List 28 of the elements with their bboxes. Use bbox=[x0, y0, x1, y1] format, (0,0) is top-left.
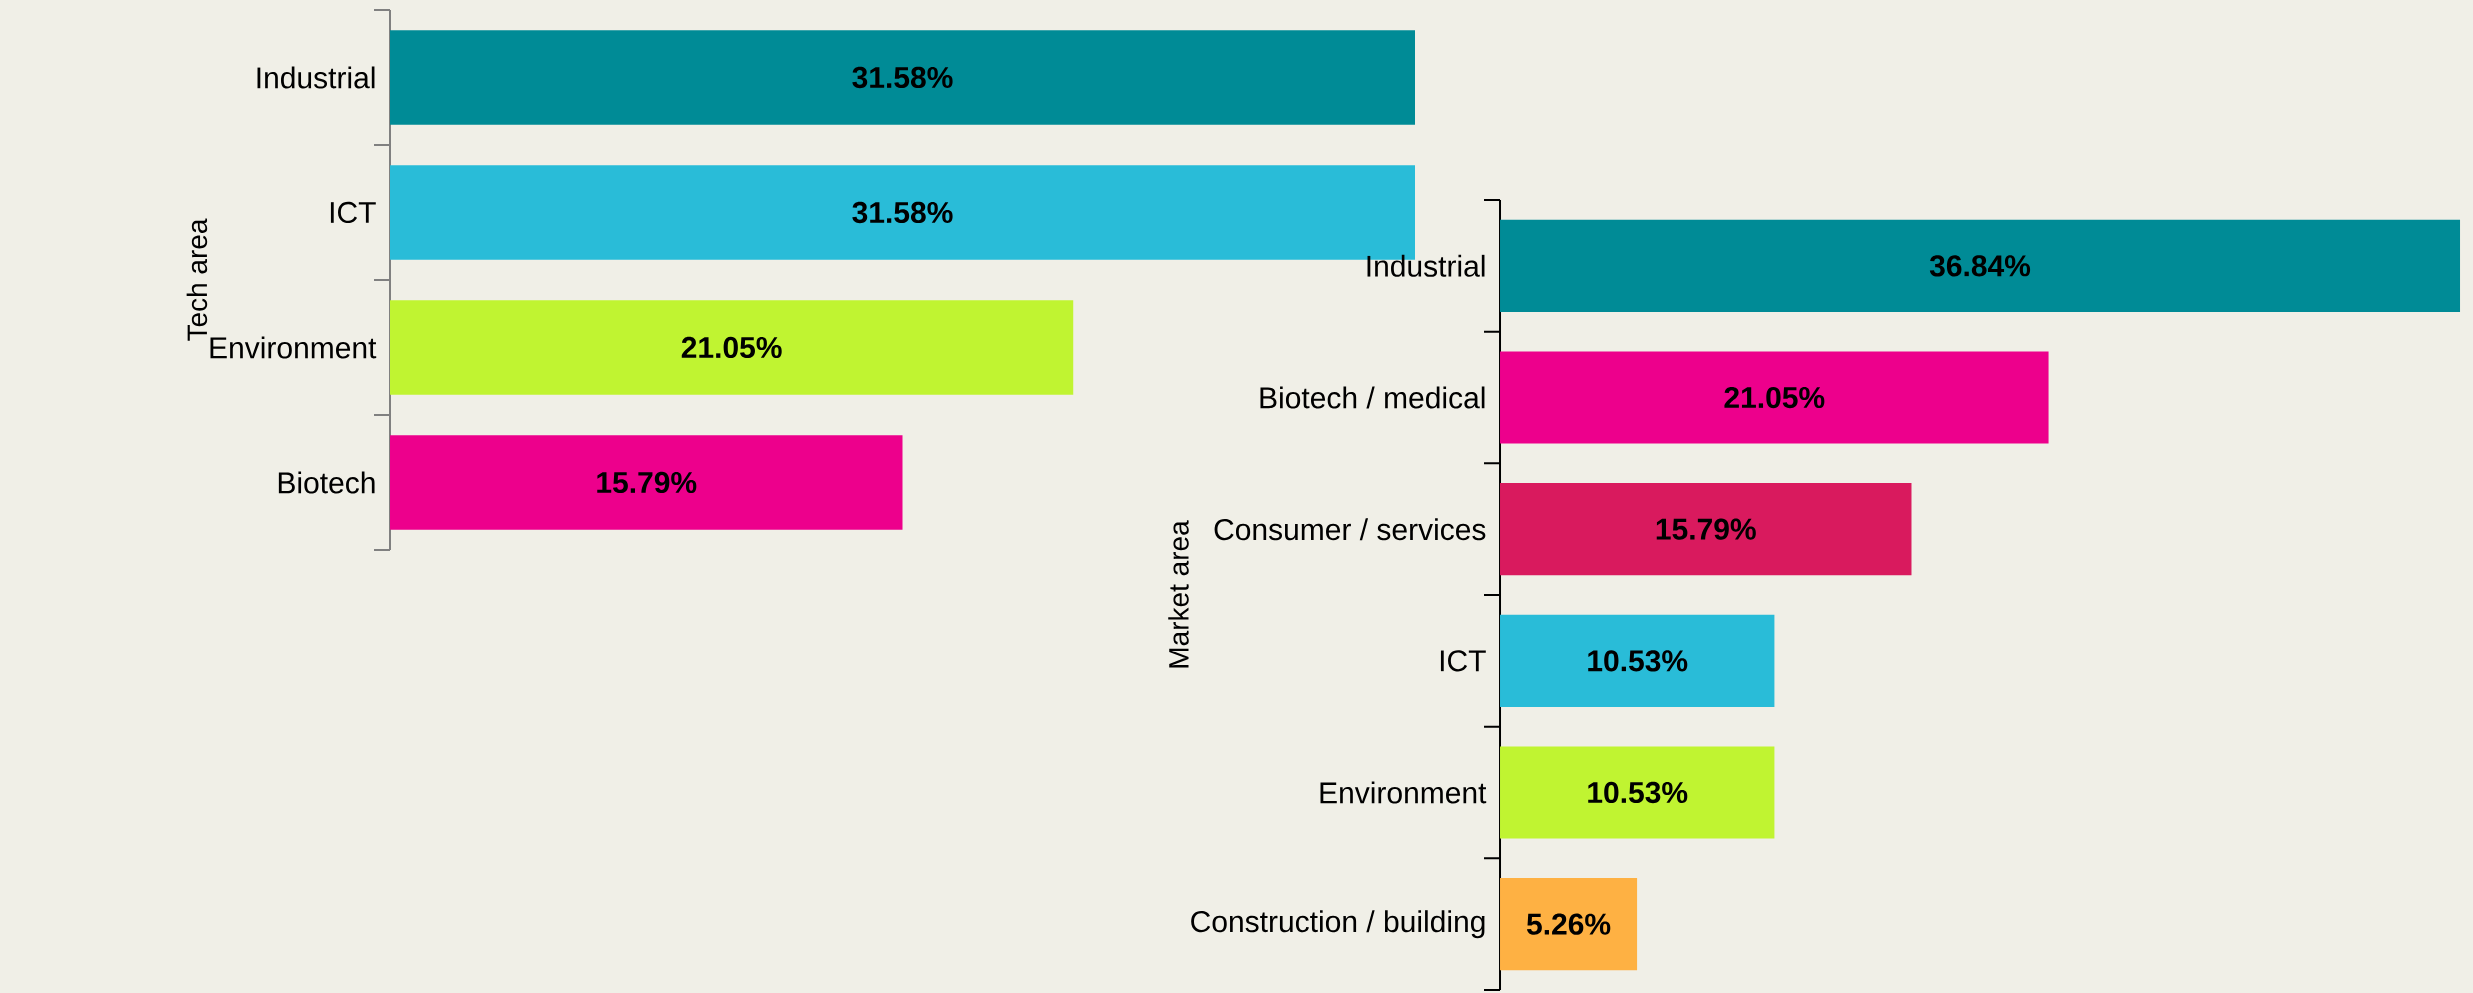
y-axis-title: Market area bbox=[1168, 520, 1189, 668]
y-tick-label: Construction / building bbox=[1191, 910, 1485, 939]
y-tick-label: Environment bbox=[1320, 781, 1487, 804]
y-tick-label: ICT bbox=[1440, 650, 1486, 672]
data-label: 15.79% bbox=[597, 471, 697, 494]
data-label: 21.05% bbox=[681, 336, 782, 359]
y-axis-title: Tech area bbox=[186, 218, 208, 341]
y-tick-label: Biotech / medical bbox=[1260, 386, 1485, 409]
data-label: 5.26% bbox=[1526, 913, 1611, 935]
data-label: 10.53% bbox=[1588, 781, 1688, 804]
data-label: 10.53% bbox=[1588, 650, 1688, 672]
bar bbox=[1500, 351, 2049, 444]
y-tick-label: ICT bbox=[330, 201, 376, 224]
data-label: 31.58% bbox=[852, 201, 953, 224]
data-label: 15.79% bbox=[1656, 518, 1756, 540]
bar bbox=[1500, 746, 1775, 839]
bar bbox=[1500, 614, 1775, 707]
y-tick-label: Consumer / services bbox=[1214, 518, 1486, 541]
y-tick-label: Industrial bbox=[1367, 254, 1485, 277]
bar bbox=[1500, 878, 1638, 971]
y-tick-label: Environment bbox=[210, 336, 377, 359]
data-label: 36.84% bbox=[1929, 255, 2031, 277]
bar bbox=[1500, 219, 2461, 312]
bar bbox=[1500, 483, 1912, 576]
data-label: 31.58% bbox=[852, 66, 953, 89]
y-tick-label: Industrial bbox=[257, 66, 375, 89]
data-label: 21.05% bbox=[1724, 386, 1825, 409]
y-tick-label: Biotech bbox=[278, 471, 375, 494]
